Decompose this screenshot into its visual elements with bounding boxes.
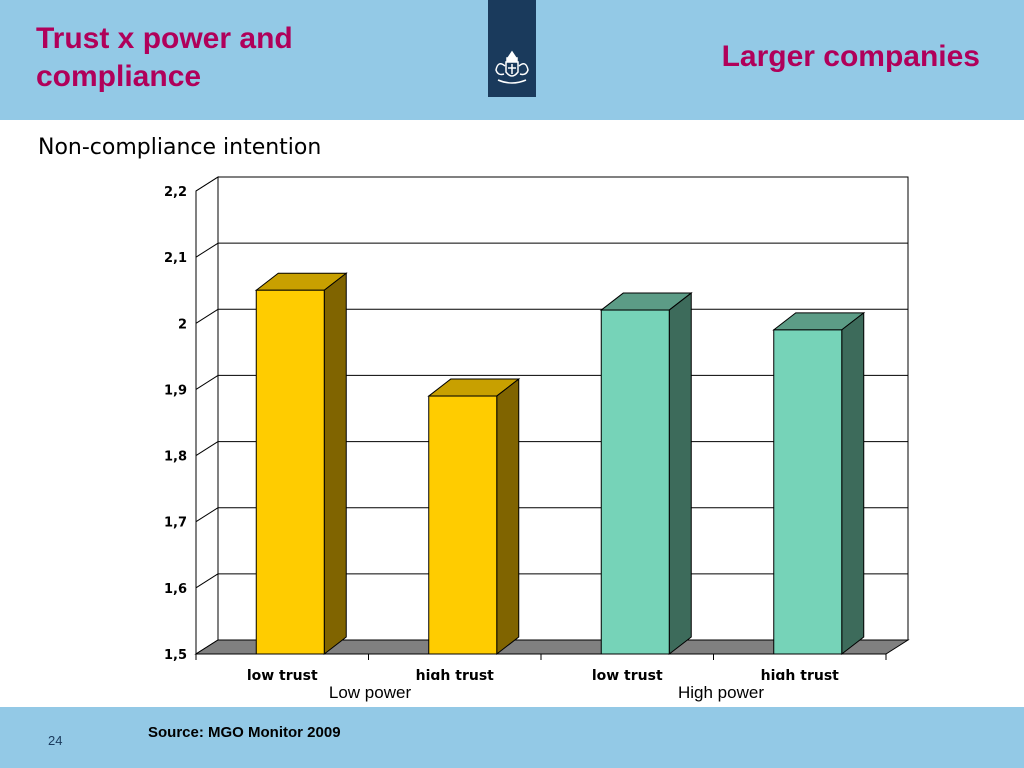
chart-side-wall xyxy=(195,176,219,655)
y-tick-label: 2,1 xyxy=(164,251,187,266)
bar-side xyxy=(841,311,865,656)
page-number: 24 xyxy=(48,733,63,748)
gridline-side xyxy=(195,507,219,523)
bar-side xyxy=(496,378,520,656)
bar-chart: 1,5 1,6 1,7 1,8 1,9 2 2,1 2,2 low trust high trus… xyxy=(164,176,910,680)
gridline-side xyxy=(195,375,219,390)
x-tick-label: low trust xyxy=(247,668,318,680)
chart-subtitle: Non-compliance intention xyxy=(38,135,322,160)
y-tick-label: 2,2 xyxy=(164,185,187,200)
x-tick-label: high trust xyxy=(761,668,840,680)
gridline-side xyxy=(195,242,219,258)
y-tick-label: 2 xyxy=(178,317,187,332)
y-tick-label: 1,7 xyxy=(164,516,187,531)
bar xyxy=(428,395,498,655)
y-tick-label: 1,8 xyxy=(164,450,187,465)
slide-title: Trust x power and compliance xyxy=(36,22,293,93)
bar xyxy=(600,309,670,655)
bar xyxy=(255,289,325,655)
section-title: Larger companies xyxy=(721,40,980,73)
footer-band xyxy=(0,707,1024,768)
bar xyxy=(773,329,843,655)
gridline-side xyxy=(195,573,219,589)
y-tick-label: 1,6 xyxy=(164,582,187,597)
x-tick-label: low trust xyxy=(592,668,663,680)
source-note: Source: MGO Monitor 2009 xyxy=(148,724,341,741)
bar-side xyxy=(323,272,347,656)
group-label-high-power: High power xyxy=(678,683,764,702)
bar-side xyxy=(668,292,692,656)
y-tick-label: 1,5 xyxy=(164,648,187,663)
royal-coat-of-arms-icon xyxy=(495,50,529,84)
group-label-low-power: Low power xyxy=(328,683,412,702)
y-tick-label: 1,9 xyxy=(164,383,187,398)
gridline-side xyxy=(195,441,219,456)
gridline-side xyxy=(195,308,219,324)
government-logo xyxy=(488,0,536,97)
x-tick-label: high trust xyxy=(416,668,495,680)
gridline-side xyxy=(195,176,219,192)
